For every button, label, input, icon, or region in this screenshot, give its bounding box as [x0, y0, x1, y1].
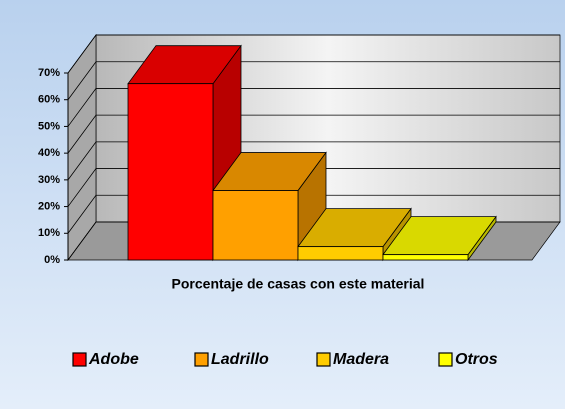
y-tick-label: 10%	[38, 227, 60, 239]
grid-line	[67, 34, 560, 74]
bar	[212, 151, 327, 262]
grid-line	[67, 141, 560, 181]
grid-line	[67, 114, 560, 154]
grid-line	[67, 194, 560, 234]
legend-swatch	[72, 352, 87, 367]
bar-front	[127, 83, 214, 261]
bar-front	[382, 254, 469, 261]
y-tick-label: 60%	[38, 94, 60, 106]
y-tick-label: 0%	[44, 254, 60, 266]
legend-swatch	[316, 352, 331, 367]
y-tick-label: 70%	[38, 67, 60, 79]
grid-line	[67, 61, 560, 100]
grid-line	[67, 88, 560, 127]
bar-front	[297, 246, 384, 261]
bar	[382, 215, 497, 262]
legend-label: Otros	[455, 351, 498, 368]
grid-line	[67, 168, 560, 207]
legend-label: Adobe	[88, 351, 139, 368]
y-tick-label: 20%	[38, 200, 60, 212]
y-tick-label: 50%	[38, 120, 60, 132]
y-tick-label: 30%	[38, 174, 60, 186]
x-axis-label: Porcentaje de casas con este material	[172, 276, 425, 292]
y-tick-label: 40%	[38, 147, 60, 159]
legend-swatch	[438, 352, 453, 367]
legend-swatch	[194, 352, 209, 367]
legend-label: Madera	[333, 351, 389, 368]
bar-front	[212, 190, 299, 261]
legend-label: Ladrillo	[211, 351, 269, 368]
